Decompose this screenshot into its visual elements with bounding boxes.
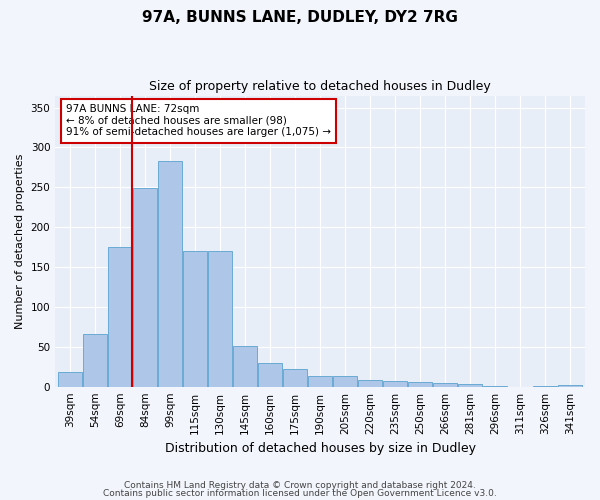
Bar xyxy=(433,382,457,386)
Text: 97A BUNNS LANE: 72sqm
← 8% of detached houses are smaller (98)
91% of semi-detac: 97A BUNNS LANE: 72sqm ← 8% of detached h… xyxy=(66,104,331,138)
Bar xyxy=(458,384,482,386)
X-axis label: Distribution of detached houses by size in Dudley: Distribution of detached houses by size … xyxy=(164,442,476,455)
Bar xyxy=(233,346,257,387)
Bar xyxy=(383,381,407,386)
Text: 97A, BUNNS LANE, DUDLEY, DY2 7RG: 97A, BUNNS LANE, DUDLEY, DY2 7RG xyxy=(142,10,458,25)
Bar xyxy=(108,247,132,386)
Text: Contains HM Land Registry data © Crown copyright and database right 2024.: Contains HM Land Registry data © Crown c… xyxy=(124,481,476,490)
Bar xyxy=(358,380,382,386)
Y-axis label: Number of detached properties: Number of detached properties xyxy=(15,154,25,329)
Title: Size of property relative to detached houses in Dudley: Size of property relative to detached ho… xyxy=(149,80,491,93)
Bar xyxy=(283,369,307,386)
Bar xyxy=(308,376,332,386)
Bar xyxy=(133,188,157,386)
Bar xyxy=(183,251,207,386)
Bar xyxy=(408,382,432,386)
Bar xyxy=(83,334,107,386)
Text: Contains public sector information licensed under the Open Government Licence v3: Contains public sector information licen… xyxy=(103,488,497,498)
Bar xyxy=(208,251,232,386)
Bar xyxy=(333,376,357,386)
Bar xyxy=(58,372,82,386)
Bar xyxy=(258,363,282,386)
Bar xyxy=(158,161,182,386)
Bar xyxy=(558,385,582,386)
